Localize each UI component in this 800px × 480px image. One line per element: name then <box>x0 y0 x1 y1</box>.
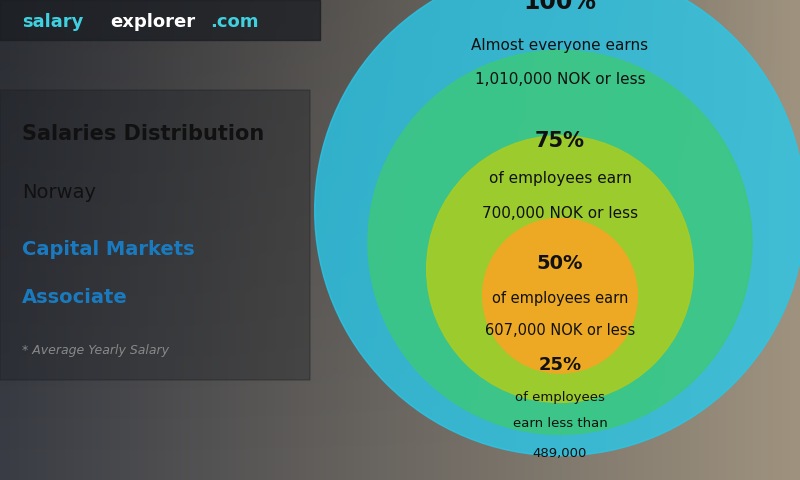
Text: 100%: 100% <box>523 0 597 14</box>
Text: 25%: 25% <box>538 356 582 374</box>
Text: .com: .com <box>210 12 258 31</box>
Text: Salaries Distribution: Salaries Distribution <box>22 124 264 144</box>
FancyBboxPatch shape <box>0 90 310 380</box>
Text: Capital Markets: Capital Markets <box>22 240 194 259</box>
Bar <box>0 0 320 40</box>
Text: 607,000 NOK or less: 607,000 NOK or less <box>485 323 635 338</box>
Circle shape <box>482 218 638 373</box>
Circle shape <box>368 50 752 434</box>
Text: 75%: 75% <box>535 131 585 151</box>
Text: of employees earn: of employees earn <box>492 291 628 306</box>
Text: explorer: explorer <box>110 12 195 31</box>
Circle shape <box>314 0 800 456</box>
Text: 1,010,000 NOK or less: 1,010,000 NOK or less <box>474 72 646 87</box>
Circle shape <box>426 136 694 402</box>
Text: Almost everyone earns: Almost everyone earns <box>471 37 649 53</box>
Text: Associate: Associate <box>22 288 128 307</box>
Text: Norway: Norway <box>22 182 96 202</box>
Text: of employees: of employees <box>515 391 605 404</box>
Text: salary: salary <box>22 12 83 31</box>
Text: 489,000: 489,000 <box>533 446 587 459</box>
Text: of employees earn: of employees earn <box>489 171 631 186</box>
Text: * Average Yearly Salary: * Average Yearly Salary <box>22 344 169 357</box>
Text: 50%: 50% <box>537 254 583 273</box>
Text: earn less than: earn less than <box>513 417 607 430</box>
Text: 700,000 NOK or less: 700,000 NOK or less <box>482 205 638 221</box>
